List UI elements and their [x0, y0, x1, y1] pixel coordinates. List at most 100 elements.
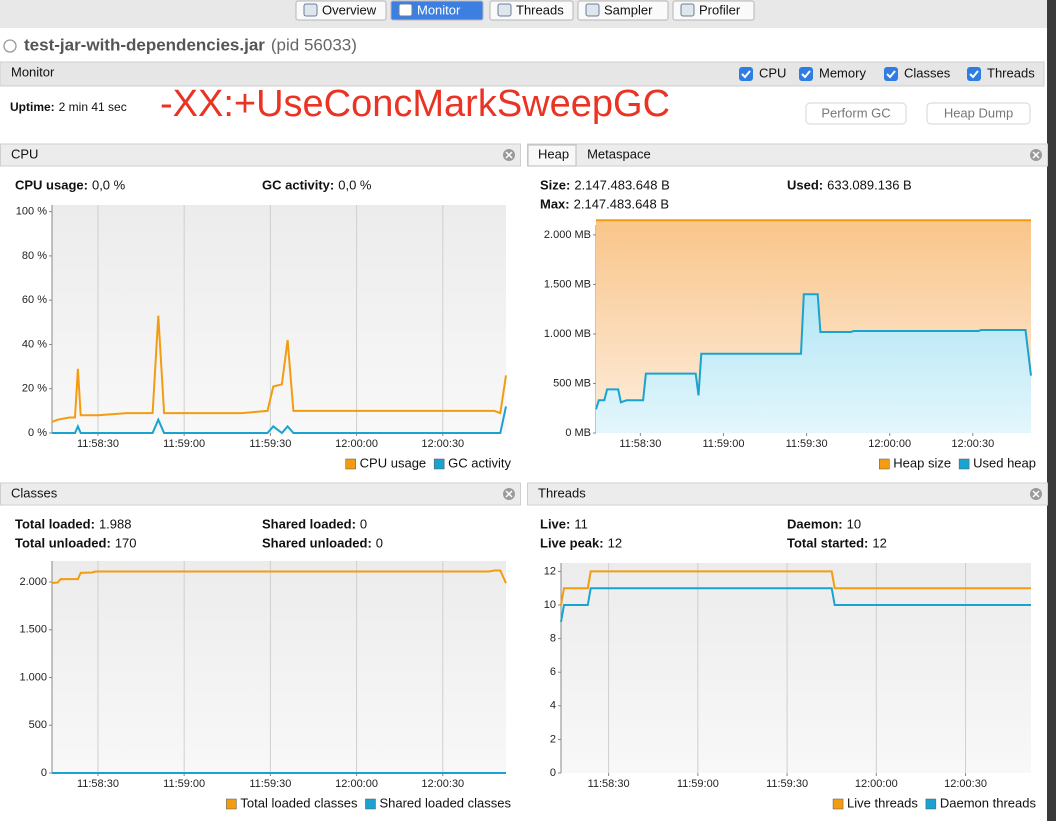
close-x	[1032, 490, 1040, 498]
legend-swatch	[879, 458, 890, 470]
app-name: test-jar-with-dependencies.jar	[24, 35, 265, 54]
stat-value: 12	[608, 535, 622, 550]
tab-icon	[497, 3, 512, 17]
view-tab[interactable]	[295, 0, 387, 21]
stat-value: 170	[115, 535, 137, 550]
panel-tab-label[interactable]: Heap	[538, 146, 569, 161]
x-tick-label: 11:58:30	[77, 438, 119, 450]
y-tick-label: 4	[550, 700, 556, 712]
y-tick-label: 6	[550, 666, 556, 678]
panel-tab-label: CPU	[11, 146, 38, 161]
view-tab-label[interactable]: Threads	[516, 2, 564, 17]
x-tick-label: 11:59:00	[163, 438, 205, 450]
uptime-label: Uptime:	[10, 100, 55, 114]
y-tick-label: 60 %	[22, 294, 47, 306]
stat-label: CPU usage:	[15, 177, 88, 192]
stat-value: 0,0 %	[338, 177, 372, 192]
x-tick-label: 11:59:00	[163, 778, 205, 790]
legend-label: Live threads	[847, 795, 918, 810]
x-tick-label: 11:59:30	[766, 778, 808, 790]
checkbox-label[interactable]: Memory	[819, 65, 866, 80]
x-tick-label: 11:58:30	[588, 778, 630, 790]
y-tick-label: 0 %	[28, 427, 47, 439]
check-mark	[801, 70, 811, 79]
y-tick-label: 1.500	[19, 624, 47, 636]
stat-label: Total started:	[787, 535, 868, 550]
x-tick-label: 12:00:30	[421, 778, 464, 790]
x-tick-label: 11:59:30	[249, 778, 291, 790]
x-tick-label: 11:59:00	[677, 778, 719, 790]
x-tick-label: 12:00:30	[944, 778, 987, 790]
panel-header	[0, 482, 521, 506]
x-tick-label: 11:58:30	[619, 438, 661, 450]
checkbox[interactable]	[799, 67, 813, 81]
stat-value: 1.988	[99, 516, 132, 531]
stat-value: 10	[847, 516, 861, 531]
view-tab-label[interactable]: Sampler	[604, 2, 653, 17]
stat-label: Size:	[540, 177, 570, 192]
panel-header	[527, 482, 1048, 506]
stat-label: Shared unloaded:	[262, 535, 372, 550]
check-mark	[886, 70, 896, 79]
legend-label: Daemon threads	[940, 795, 1037, 810]
x-tick-label: 11:59:30	[249, 438, 291, 450]
button-label[interactable]: Heap Dump	[944, 105, 1013, 120]
series-line	[52, 406, 507, 435]
checkbox[interactable]	[739, 67, 753, 81]
view-tab-label[interactable]: Profiler	[699, 2, 741, 17]
y-tick-label: 0	[41, 767, 47, 779]
legend-swatch	[226, 798, 237, 810]
y-tick-label: 0 MB	[565, 427, 591, 439]
stat-label: GC activity:	[262, 177, 334, 192]
stat-label: Max:	[540, 196, 570, 211]
y-tick-label: 10	[544, 599, 556, 611]
button[interactable]	[926, 102, 1031, 125]
series-line	[51, 569, 507, 584]
close-x	[505, 151, 513, 159]
app-pid: (pid 56033)	[271, 35, 357, 54]
panel-tab-label[interactable]: Metaspace	[587, 146, 651, 161]
stat-value: 2.147.483.648 B	[574, 196, 669, 211]
y-tick-label: 40 %	[22, 338, 47, 350]
close-x	[505, 490, 513, 498]
series-line	[560, 570, 1031, 606]
series-line	[560, 587, 1031, 622]
checkbox-label[interactable]: Classes	[904, 65, 951, 80]
close-x	[1032, 151, 1040, 159]
checkbox-label[interactable]: CPU	[759, 65, 786, 80]
x-tick-label: 12:00:00	[855, 778, 898, 790]
area-fill	[596, 294, 1031, 433]
x-tick-label: 11:59:30	[786, 438, 828, 450]
stat-value: 0	[376, 535, 383, 550]
view-tab-label[interactable]: Overview	[322, 2, 377, 17]
view-tab[interactable]	[577, 0, 669, 21]
legend-label: Used heap	[973, 455, 1036, 470]
y-tick-label: 500	[29, 719, 47, 731]
legend-swatch	[433, 458, 445, 470]
monitor-title: Monitor	[11, 64, 55, 79]
view-tab[interactable]	[390, 0, 484, 21]
series-line	[595, 293, 1032, 410]
checkbox[interactable]	[884, 67, 898, 81]
tab-icon	[585, 3, 600, 17]
tab-icon	[680, 3, 695, 17]
x-tick-label: 12:00:00	[335, 778, 378, 790]
checkbox-label[interactable]: Threads	[987, 65, 1035, 80]
button[interactable]	[805, 102, 907, 125]
legend-swatch	[925, 798, 937, 810]
x-tick-label: 12:00:00	[868, 438, 911, 450]
panel-tab[interactable]	[527, 144, 577, 167]
stat-value: 0,0 %	[92, 177, 126, 192]
y-tick-label: 500 MB	[553, 377, 591, 389]
x-tick-label: 12:00:00	[335, 438, 378, 450]
plot-area	[561, 563, 1031, 773]
view-tab-label[interactable]: Monitor	[417, 2, 461, 17]
tab-icon	[398, 3, 413, 17]
y-tick-label: 80 %	[22, 250, 47, 262]
button-label[interactable]: Perform GC	[821, 105, 890, 120]
y-tick-label: 12	[544, 565, 556, 577]
checkbox[interactable]	[967, 67, 981, 81]
stat-value: 2.147.483.648 B	[574, 177, 669, 192]
legend-label: GC activity	[448, 455, 511, 470]
